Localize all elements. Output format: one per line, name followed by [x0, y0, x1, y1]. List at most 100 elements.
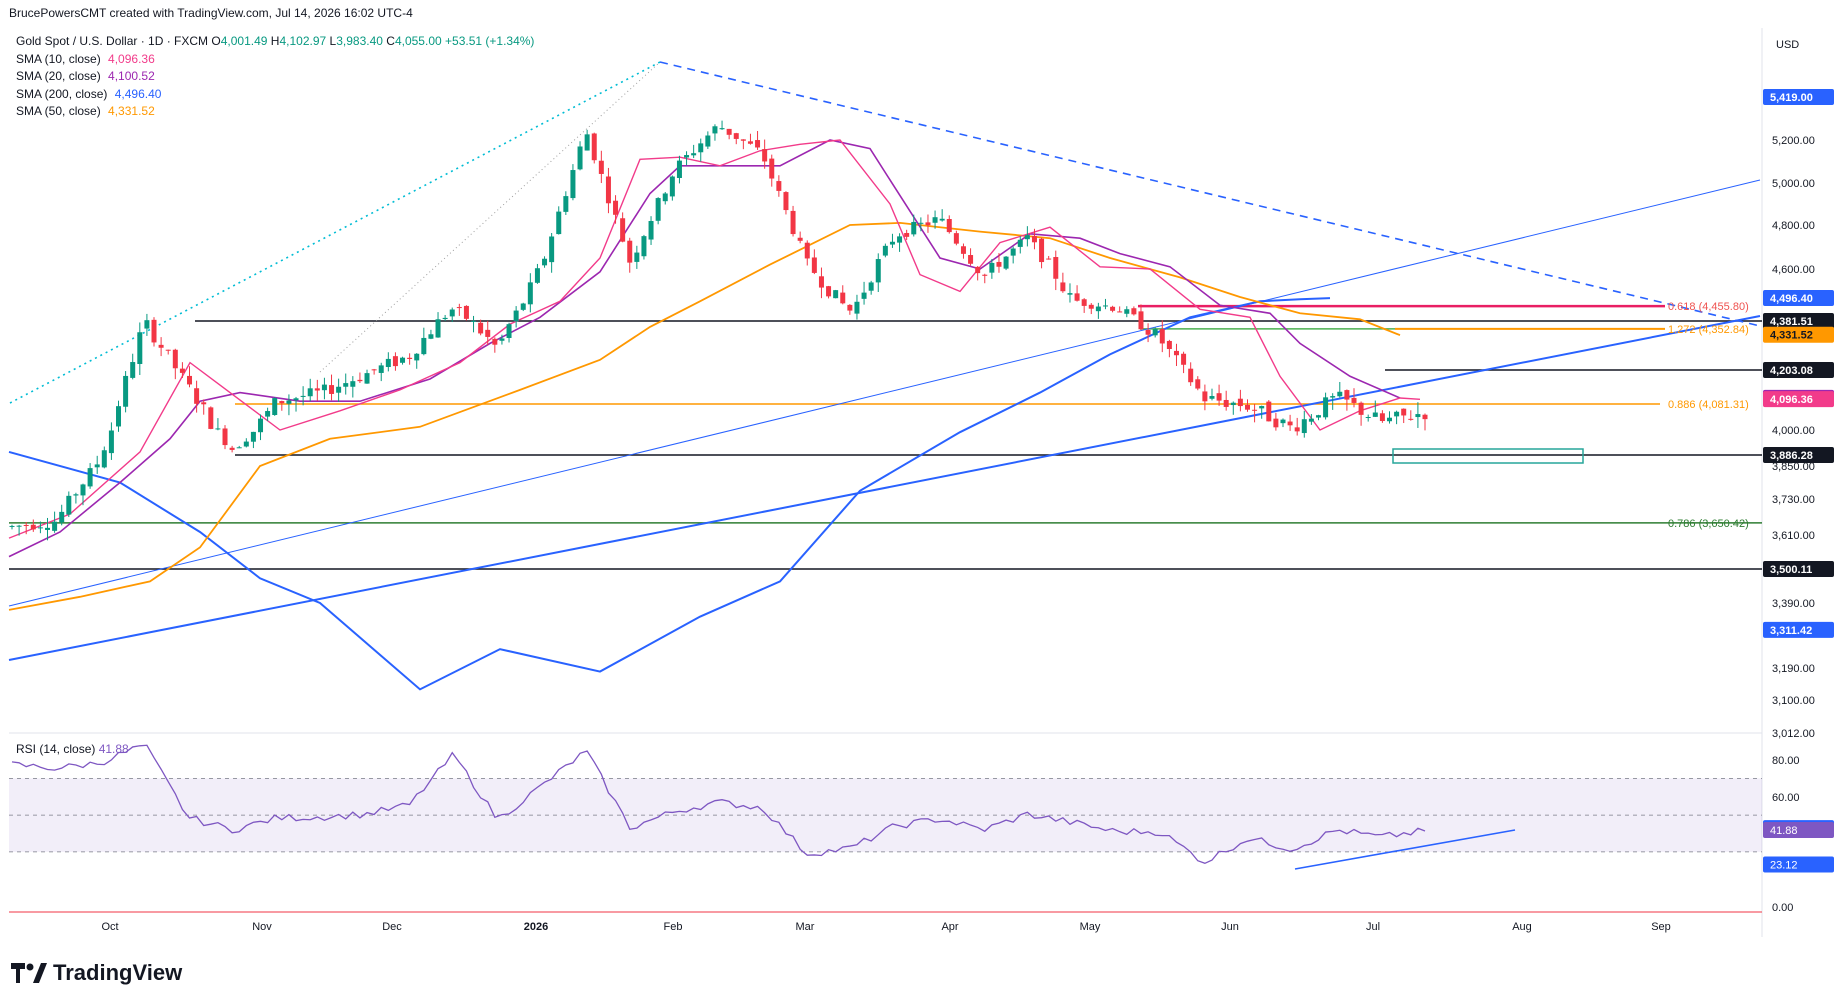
candle-body [897, 236, 903, 243]
candle-body [527, 282, 533, 305]
ohlc-close: 4,055.00 [394, 34, 442, 48]
fib-label: 0.886 (4,081.31) [1668, 399, 1749, 411]
candle-body [1039, 238, 1045, 263]
candle-body [250, 431, 256, 442]
price-label-badge [1763, 621, 1834, 638]
sma-20-value: 4,100.52 [108, 69, 155, 83]
candle-body [982, 274, 988, 276]
price-label-text: 4,096.36 [1770, 394, 1813, 406]
ohlc-low: 3,983.40 [336, 34, 383, 48]
candle-body [329, 385, 335, 394]
candle-body [179, 368, 185, 373]
candle-body [549, 236, 555, 263]
candle-body [1216, 393, 1222, 401]
rsi-label-text: 23.12 [1770, 860, 1798, 872]
candle-body [797, 237, 803, 241]
candle-body [563, 196, 569, 212]
candle-body [620, 218, 626, 242]
candle-body [108, 430, 114, 454]
candle-body [641, 236, 647, 257]
price-label-badge [1763, 362, 1834, 378]
ohlc-values: O4,001.49 H4,102.97 L3,983.40 C4,055.00 … [211, 34, 534, 48]
candle-body [428, 334, 434, 339]
candle-body [598, 160, 604, 174]
candle-body [23, 524, 29, 526]
symbol-name[interactable]: Gold Spot / U.S. Dollar · 1D · FXCM [16, 34, 209, 48]
candle-body [875, 259, 881, 283]
symbol-row: Gold Spot / U.S. Dollar · 1D · FXCM O4,0… [16, 33, 534, 51]
candle-body [939, 218, 945, 221]
tradingview-logo[interactable]: TradingView [11, 960, 182, 986]
sma-200-label: SMA (200, close) [16, 86, 108, 101]
ohlc-open-key: O [211, 34, 221, 48]
price-axis-tick: 4,600.00 [1772, 264, 1815, 276]
candle-body [1422, 414, 1428, 420]
candle-body [187, 375, 193, 385]
candle-body [357, 379, 363, 382]
candle-body [37, 527, 43, 529]
price-label-text: 3,311.42 [1770, 625, 1812, 637]
candle-body [634, 252, 640, 262]
fib-label: 0.786 (3,650.42) [1668, 518, 1749, 530]
candle-body [868, 282, 874, 291]
target-zone-box [1392, 448, 1584, 464]
candle-body [513, 310, 519, 322]
candle-body [123, 375, 129, 407]
candle-body [414, 353, 420, 361]
rsi-trendline [1294, 829, 1516, 870]
candle-body [953, 233, 959, 244]
candle-body [989, 262, 995, 273]
channel-line-thin [8, 179, 1761, 607]
ohlc-change: +53.51 (+1.34%) [445, 34, 535, 48]
rsi-axis-tick: 80.00 [1772, 755, 1800, 767]
ohlc-close-key: C [386, 34, 395, 48]
price-label-text: 3,886.28 [1770, 450, 1813, 462]
candle-body [222, 428, 228, 446]
candle-body [556, 211, 562, 235]
candle-body [1244, 404, 1250, 410]
time-axis-label: Aug [1512, 921, 1532, 933]
trend-dotted-cyan [9, 61, 661, 404]
candle-body [570, 170, 576, 199]
rsi-line [11, 744, 1426, 864]
candle-body [1031, 236, 1037, 243]
candle-body [613, 200, 619, 215]
candle-body [1323, 397, 1329, 418]
candle-body [520, 303, 526, 310]
candles [9, 120, 1428, 541]
candle-body [378, 365, 384, 373]
time-axis-label: Oct [101, 921, 118, 933]
sma-10-legend[interactable]: SMA (10, close) 4,096.36 [16, 51, 534, 69]
candle-body [314, 388, 320, 391]
price-label-text: 3,500.11 [1770, 564, 1812, 576]
candle-body [300, 395, 306, 397]
time-axis-label: Jun [1221, 921, 1239, 933]
candle-body [165, 349, 171, 351]
price-label-badge [1763, 391, 1834, 408]
candle-body [499, 338, 505, 341]
candle-body [783, 192, 789, 211]
rsi-legend[interactable]: RSI (14, close) 41.88 [16, 742, 129, 756]
chart-legend: Gold Spot / U.S. Dollar · 1D · FXCM O4,0… [16, 33, 534, 121]
candle-body [243, 441, 249, 447]
candle-body [236, 447, 242, 449]
candle-body [1401, 408, 1407, 416]
sma-50-legend[interactable]: SMA (50, close) 4,331.52 [16, 103, 534, 121]
candle-body [1294, 427, 1300, 432]
candle-body [1181, 353, 1187, 365]
candle-body [279, 401, 285, 404]
candle-body [229, 447, 235, 450]
candle-body [655, 198, 661, 221]
candle-body [172, 349, 178, 369]
price-label-badge [1763, 560, 1834, 577]
trend-dashed-blue [659, 61, 1761, 327]
candle-body [591, 133, 597, 161]
time-axis-label: Apr [941, 921, 958, 933]
sma-20-legend[interactable]: SMA (20, close) 4,100.52 [16, 68, 534, 86]
sma-200-legend[interactable]: SMA (200, close) 4,496.40 [16, 86, 534, 104]
candle-body [1081, 299, 1087, 306]
candle-body [918, 222, 924, 224]
candle-body [144, 320, 150, 329]
